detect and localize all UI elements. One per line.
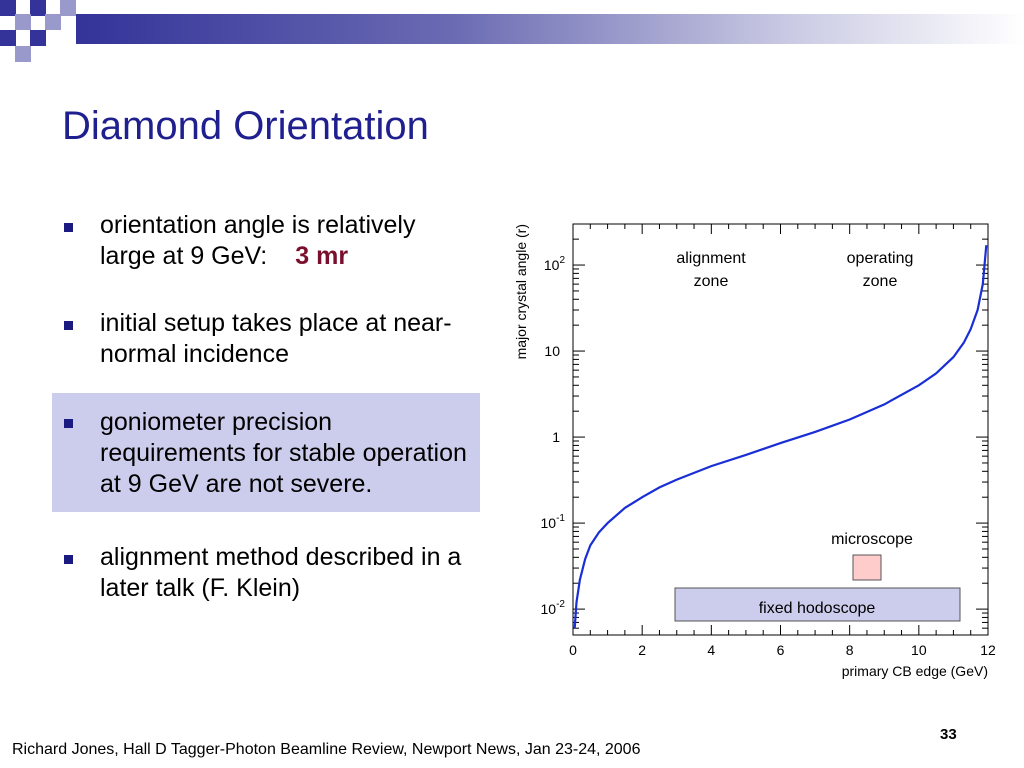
y-axis-label: major crystal angle (r) <box>513 224 529 359</box>
x-tick-label: 2 <box>638 642 646 658</box>
decor-square <box>30 0 46 16</box>
bullet-list: orientation angle is relatively large at… <box>52 206 480 608</box>
annotation-hodoscope-label: fixed hodoscope <box>759 600 876 617</box>
series-line <box>573 245 988 629</box>
y-tick-label: 10 <box>544 343 560 359</box>
bullet-item: initial setup takes place at near-normal… <box>52 304 480 374</box>
annotation-alignment-zone: alignment zone <box>676 250 746 290</box>
header-gradient-bar <box>76 14 1024 44</box>
decor-square <box>15 14 31 30</box>
plot-frame <box>572 223 989 636</box>
microscope-box <box>852 554 882 581</box>
x-tick-label: 10 <box>911 642 927 658</box>
x-axis-label: primary CB edge (GeV) <box>842 663 988 679</box>
y-tick-label: 10-1 <box>541 513 566 531</box>
y-tick-label: 102 <box>544 255 566 273</box>
crystal-angle-chart: 0 2 4 6 8 10 12 10-2 10-1 1 10 102 primary CB edge (… <box>513 223 996 679</box>
decor-square <box>45 14 61 30</box>
bullet-text: initial setup takes place at near-normal… <box>100 309 452 368</box>
bullet-square-icon <box>64 419 73 428</box>
bullet-text: goniometer precision requirements for st… <box>100 408 467 498</box>
bullet-accent-value: 3 mr <box>295 242 349 270</box>
decor-square <box>60 0 76 16</box>
x-tick-label: 0 <box>569 642 577 658</box>
bullet-square-icon <box>64 321 73 330</box>
decor-square <box>15 46 31 62</box>
bullet-item: orientation angle is relatively large at… <box>52 206 480 276</box>
x-tick-label: 12 <box>980 642 996 658</box>
annotation-operating-zone: operating zone <box>847 250 914 290</box>
bullet-item-highlighted: goniometer precision requirements for st… <box>52 393 480 512</box>
annotation-microscope-label: microscope <box>831 531 913 548</box>
decor-square <box>0 30 16 46</box>
bullet-item: alignment method described in a later ta… <box>52 538 480 608</box>
y-tick-label: 1 <box>552 429 560 445</box>
page-number: 33 <box>940 726 957 743</box>
x-tick-label: 8 <box>846 642 854 658</box>
y-tick-label: 10-2 <box>541 599 566 617</box>
decor-square <box>0 0 16 16</box>
bullet-square-icon <box>64 223 73 232</box>
x-tick-label: 6 <box>777 642 785 658</box>
footer-text: Richard Jones, Hall D Tagger-Photon Beam… <box>12 741 641 758</box>
bullet-square-icon <box>64 555 73 564</box>
hodoscope-box <box>674 587 961 622</box>
page-title: Diamond Orientation <box>62 104 429 148</box>
bullet-text: orientation angle is relatively large at… <box>100 211 416 270</box>
x-tick-label: 4 <box>707 642 715 658</box>
bullet-text: alignment method described in a later ta… <box>100 543 462 602</box>
decor-square <box>30 30 46 46</box>
